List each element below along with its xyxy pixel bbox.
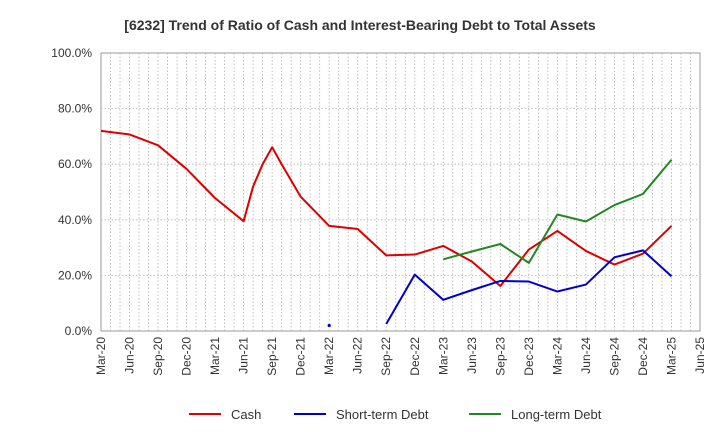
y-axis: 0.0% 20.0% 40.0% 60.0% 80.0% 100.0% [51, 46, 92, 338]
y-tick-label: 60.0% [58, 157, 92, 171]
x-tick-label: Mar-23 [436, 337, 450, 375]
x-tick-label: Dec-21 [294, 337, 308, 376]
legend-label-long-term-debt: Long-term Debt [511, 407, 602, 422]
y-tick-label: 20.0% [58, 268, 92, 282]
x-tick-label: Jun-24 [579, 337, 593, 374]
x-tick-label: Dec-22 [408, 337, 422, 376]
grid-layer [101, 53, 700, 331]
x-tick-label: Jun-20 [123, 337, 137, 374]
series-layer [100, 129, 673, 328]
series-line-short-term-debt [385, 249, 673, 325]
x-tick-label: Sep-23 [493, 337, 507, 376]
x-tick-label: Mar-24 [550, 337, 564, 375]
x-tick-label: Jun-25 [693, 337, 707, 374]
y-tick-label: 0.0% [65, 324, 93, 338]
legend-label-cash: Cash [231, 407, 261, 422]
y-tick-label: 100.0% [51, 46, 92, 60]
plot-area: 0.0% 20.0% 40.0% 60.0% 80.0% 100.0% Mar-20 Jun… [51, 46, 707, 376]
chart-title: [6232] Trend of Ratio of Cash and Intere… [124, 17, 596, 33]
x-tick-label: Sep-21 [265, 337, 279, 376]
x-tick-label: Sep-20 [151, 337, 165, 376]
series-line-cash [100, 129, 673, 287]
x-tick-label: Mar-22 [322, 337, 336, 375]
x-tick-label: Jun-21 [237, 337, 251, 374]
x-tick-label: Jun-23 [465, 337, 479, 374]
x-tick-label: Mar-21 [208, 337, 222, 375]
legend-label-short-term-debt: Short-term Debt [336, 407, 429, 422]
series-point-short-term-debt-isolated-point [327, 323, 331, 328]
legend: Cash Short-term Debt Long-term Debt [189, 407, 602, 422]
series-line-long-term-debt [443, 159, 673, 264]
x-tick-label: Dec-20 [180, 337, 194, 376]
x-tick-label: Dec-24 [636, 337, 650, 376]
x-tick-label: Mar-20 [94, 337, 108, 375]
y-tick-label: 40.0% [58, 213, 92, 227]
x-tick-label: Jun-22 [351, 337, 365, 374]
x-axis: Mar-20 Jun-20 Sep-20 Dec-20 Mar-21 Jun-21 Sep-… [94, 337, 707, 376]
x-tick-label: Sep-22 [379, 337, 393, 376]
x-tick-label: Dec-23 [522, 337, 536, 376]
plot-background [100, 52, 701, 332]
x-tick-label: Mar-25 [664, 337, 678, 375]
y-tick-label: 80.0% [58, 102, 92, 116]
x-tick-label: Sep-24 [607, 337, 621, 376]
